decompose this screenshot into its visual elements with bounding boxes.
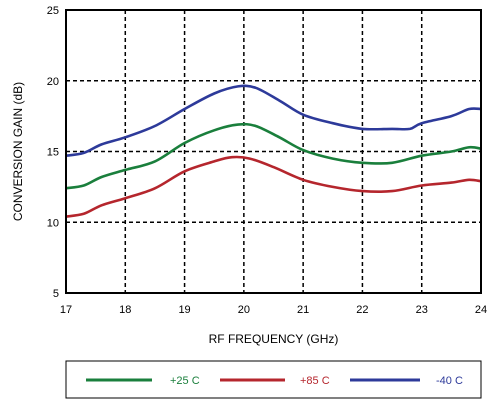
series-line <box>65 122 482 190</box>
x-tick-label: 24 <box>475 304 487 316</box>
x-tick-label: 22 <box>356 304 368 316</box>
legend-entry-label: +85 C <box>300 375 330 387</box>
x-tick-label: 21 <box>297 304 309 316</box>
legend: +25 C +85 C -40 C <box>65 360 482 399</box>
series-lines <box>65 84 482 218</box>
x-axis-label: RF FREQUENCY (GHz) <box>209 332 339 346</box>
y-tick-label: 10 <box>47 217 59 229</box>
grid-lines <box>66 10 481 293</box>
x-tick-label: 20 <box>238 304 250 316</box>
series-line <box>65 155 482 218</box>
y-tick-label: 15 <box>47 147 59 159</box>
series-line <box>65 84 482 157</box>
tick-labels: 17 18 19 20 21 22 23 24 5 10 15 20 25 <box>47 5 487 316</box>
legend-entry-label: +25 C <box>170 375 200 387</box>
y-tick-label: 20 <box>47 76 59 88</box>
x-tick-label: 23 <box>416 304 428 316</box>
x-tick-label: 19 <box>178 304 190 316</box>
y-tick-label: 25 <box>47 5 59 17</box>
x-tick-label: 17 <box>60 304 72 316</box>
legend-box <box>65 360 482 399</box>
legend-entry-label: -40 C <box>436 375 463 387</box>
y-axis-label: CONVERSION GAIN (dB) <box>11 82 25 221</box>
x-tick-label: 18 <box>119 304 131 316</box>
y-tick-label: 5 <box>53 288 59 300</box>
plot-frame <box>65 9 482 294</box>
